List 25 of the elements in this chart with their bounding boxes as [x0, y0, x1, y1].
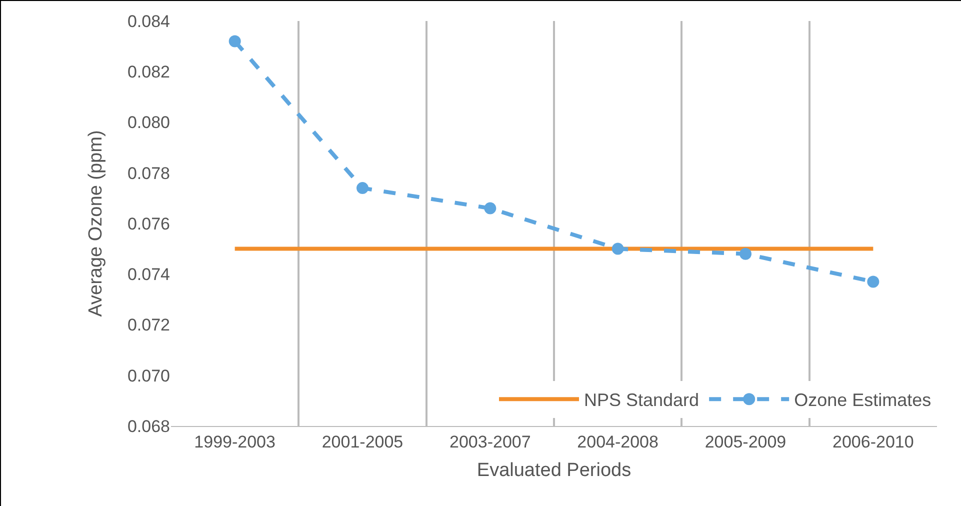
point [228, 35, 241, 48]
legend-label: NPS Standard [584, 390, 700, 410]
legend-label: Ozone Estimates [794, 390, 932, 410]
x-tick-label: 2005-2009 [704, 432, 786, 452]
y-tick-label: 0.084 [127, 12, 170, 31]
y-tick-label: 0.080 [127, 113, 170, 132]
x-tick-label: 1999-2003 [194, 432, 276, 452]
point [740, 248, 752, 260]
x-axis-title: Evaluated Periods [476, 460, 632, 482]
point [867, 276, 880, 288]
y-tick-label: 0.068 [127, 416, 170, 436]
y-axis-title: Average Ozone (ppm) [85, 130, 106, 317]
y-tick-label: 0.078 [127, 164, 170, 183]
y-tick-label: 0.082 [127, 62, 170, 82]
x-tick-label: 2006-2010 [832, 432, 914, 452]
x-tick-label: 2004-2008 [577, 432, 658, 452]
point [356, 182, 368, 194]
y-tick-label: 0.074 [127, 265, 170, 284]
x-tick-label: 2001-2005 [322, 432, 404, 452]
y-tick-label: 0.070 [127, 366, 170, 386]
point [484, 202, 496, 214]
y-tick-label: 0.072 [127, 316, 170, 335]
x-tick-label: 2003-2007 [450, 432, 531, 452]
y-tick-label: 0.076 [127, 214, 170, 234]
point [612, 242, 624, 255]
